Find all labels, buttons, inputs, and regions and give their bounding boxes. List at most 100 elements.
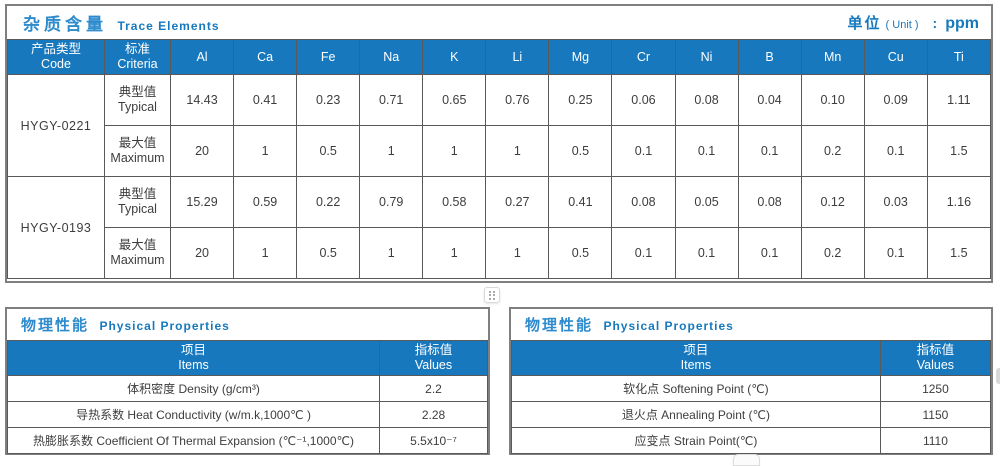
phys-right-title-zh: 物理性能 [525,317,594,334]
criteria-en: Typical [118,202,157,216]
value-cell: 0.22 [296,176,361,228]
col-header-element: K [422,39,487,75]
value-cell: 5.5x10⁻⁷ [379,427,488,454]
criteria-zh: 最大值 [118,136,157,150]
drag-handle-button[interactable] [484,287,500,303]
value-cell: 0.1 [737,125,802,177]
value-cell: 0.1 [611,227,676,279]
trace-title-en: Trace Elements [117,19,220,33]
item-cell: 导热系数 Heat Conductivity (w/m.k,1000℃ ) [7,401,380,428]
value-cell: 1.5 [926,227,992,279]
trace-title: 杂质含量 Trace Elements [23,10,220,35]
value-cell: 0.5 [296,227,361,279]
criteria-cell: 典型值 Typical [104,74,171,126]
value-cell: 0.12 [800,176,865,228]
value-cell: 0.58 [422,176,487,228]
value-cell: 0.23 [296,74,361,126]
col-header-element: B [737,39,802,75]
phys-left-title-en: Physical Properties [99,319,230,333]
table-row: 导热系数 Heat Conductivity (w/m.k,1000℃ ) 2.… [7,401,488,428]
phys-left-title-zh: 物理性能 [21,317,90,334]
col-criteria-en: Criteria [117,57,158,71]
trace-elements-table: 产品类型 Code 标准 Criteria Al Ca Fe Na K Li M… [7,39,992,279]
col-header-element: Ca [233,39,298,75]
value-cell: 0.04 [737,74,802,126]
resize-handle-fragment[interactable] [996,368,1000,384]
physical-properties-right-table: 项目 Items 指标值 Values 软化点 Softening Point … [511,340,992,454]
value-cell: 0.05 [674,176,739,228]
criteria-en: Typical [118,100,157,114]
value-cell: 2.2 [379,375,488,402]
value-cell: 1250 [879,375,992,402]
col-values-zh: 指标值 [414,343,453,357]
col-header-criteria: 标准 Criteria [104,39,171,75]
value-cell: 0.79 [359,176,424,228]
trace-title-zh: 杂质含量 [23,15,107,34]
value-cell: 1.16 [926,176,992,228]
drag-handle-icon [489,290,495,300]
value-cell: 1 [359,125,424,177]
value-cell: 20 [169,227,235,279]
col-items-zh: 项目 [683,343,709,357]
col-header-values: 指标值 Values [879,340,992,376]
value-cell: 1 [233,227,298,279]
value-cell: 0.25 [548,74,613,126]
col-criteria-zh: 标准 [124,42,150,56]
value-cell: 0.09 [863,74,928,126]
item-cell: 软化点 Softening Point (℃) [511,375,881,402]
unit-colon: : [932,15,938,31]
value-cell: 0.10 [800,74,865,126]
value-cell: 0.5 [548,125,613,177]
unit-label: 单位 ( Unit ) : ppm [848,12,979,33]
col-header-element: Ni [674,39,739,75]
value-cell: 0.76 [485,74,550,126]
table-row: 软化点 Softening Point (℃) 1250 [511,375,992,402]
value-cell: 0.08 [737,176,802,228]
value-cell: 14.43 [169,74,235,126]
phys-left-header-row: 项目 Items 指标值 Values [7,340,488,376]
value-cell: 1.11 [926,74,992,126]
item-cell: 应变点 Strain Point(℃) [511,427,881,454]
criteria-cell: 典型值 Typical [104,176,171,228]
value-cell: 0.08 [674,74,739,126]
value-cell: 1.5 [926,125,992,177]
trace-title-bar: 杂质含量 Trace Elements 单位 ( Unit ) : ppm [7,6,991,39]
table-row: HYGY-0221 典型值 Typical 14.43 0.41 0.23 0.… [7,74,992,177]
physical-properties-left-panel: 物理性能 Physical Properties 项目 Items 指标值 Va… [5,307,490,455]
value-cell: 0.5 [296,125,361,177]
physical-properties-right-panel: 物理性能 Physical Properties 项目 Items 指标值 Va… [509,307,993,455]
value-cell: 0.59 [233,176,298,228]
value-cell: 1110 [879,427,992,454]
criteria-zh: 最大值 [118,238,157,252]
value-cell: 0.65 [422,74,487,126]
table-row: 应变点 Strain Point(℃) 1110 [511,427,992,454]
criteria-en: Maximum [110,253,165,267]
col-header-element: Cu [863,39,928,75]
criteria-zh: 典型值 [118,187,157,201]
value-cell: 0.27 [485,176,550,228]
criteria-cell: 最大值 Maximum [104,227,171,279]
value-cell: 1 [422,227,487,279]
col-header-element: Cr [611,39,676,75]
value-cell: 1150 [879,401,992,428]
value-cell: 20 [169,125,235,177]
item-cell: 体积密度 Density (g/cm³) [7,375,380,402]
col-items-en: Items [178,358,209,372]
table-row: 体积密度 Density (g/cm³) 2.2 [7,375,488,402]
value-cell: 0.1 [611,125,676,177]
trace-elements-panel: 杂质含量 Trace Elements 单位 ( Unit ) : ppm 产品… [5,4,993,283]
col-header-values: 指标值 Values [379,340,488,376]
item-cell: 热膨胀系数 Coefficient Of Thermal Expansion (… [7,427,380,454]
value-cell: 0.2 [800,125,865,177]
col-items-en: Items [680,358,712,372]
drag-handle-button-partial[interactable] [733,454,760,466]
table-row: HYGY-0193 典型值 Typical 15.29 0.59 0.22 0.… [7,176,992,279]
item-cell: 退火点 Annealing Point (℃) [511,401,881,428]
value-cell: 0.08 [611,176,676,228]
value-cell: 0.1 [737,227,802,279]
value-cell: 0.1 [863,125,928,177]
col-header-element: Na [359,39,424,75]
trace-header-row: 产品类型 Code 标准 Criteria Al Ca Fe Na K Li M… [7,39,992,75]
col-items-zh: 项目 [180,343,206,357]
value-cell: 0.41 [233,74,298,126]
